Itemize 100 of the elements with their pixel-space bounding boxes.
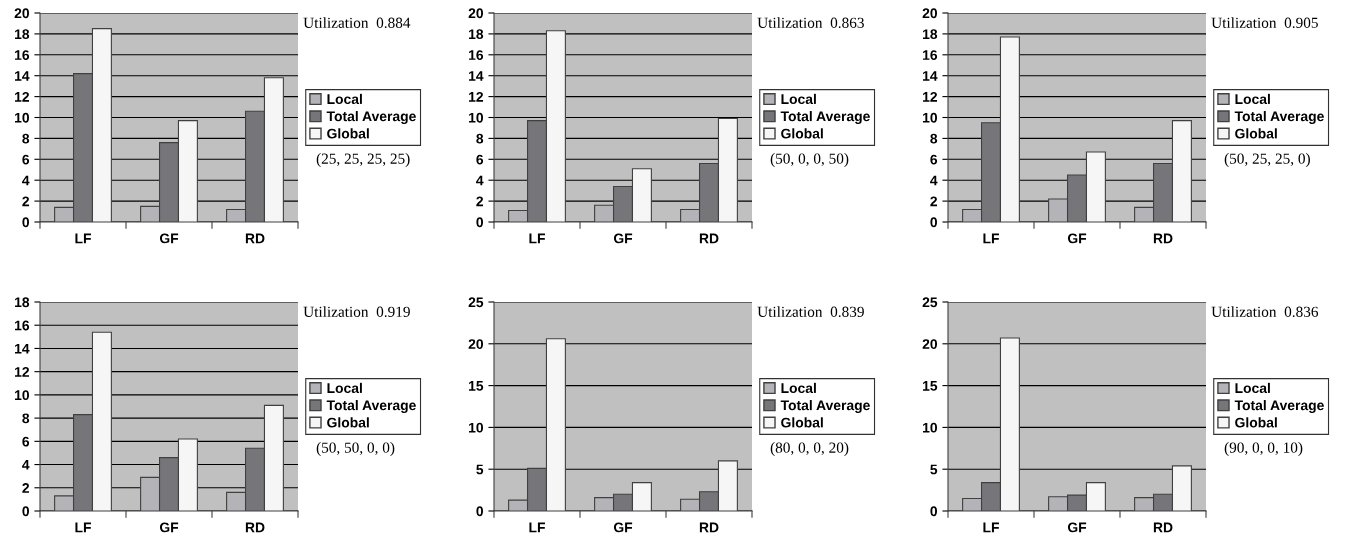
text: Utilization 0.863 — [757, 17, 864, 28]
legend-label: Global — [781, 417, 823, 428]
y-tick-label: 2 — [22, 483, 30, 493]
text: Utilization 0.839 — [757, 306, 864, 317]
y-tick-label: 16 — [469, 50, 484, 60]
text: (50, 50, 0, 0) — [316, 442, 395, 456]
y-tick-label: 6 — [930, 154, 938, 165]
legend-label: Global — [1235, 417, 1277, 428]
y-tick-label: 25 — [922, 297, 938, 308]
x-tick-label: LF — [529, 233, 545, 244]
legend-label: Total Average — [1234, 400, 1324, 414]
y-tick-label: 4 — [22, 175, 30, 186]
y-tick-label: 15 — [923, 381, 938, 391]
legend-label: Total Average — [326, 400, 416, 414]
y-tick-label: 2 — [22, 196, 30, 207]
y-tick-label: 20 — [922, 8, 938, 19]
y-tick-label: 16 — [15, 320, 30, 331]
x-tick-label: GF — [159, 522, 179, 533]
text: Utilization 0.919 — [303, 306, 410, 317]
y-tick-label: 5 — [930, 464, 938, 475]
y-tick-label: 4 — [476, 175, 484, 186]
y-tick-label: 4 — [22, 460, 30, 470]
y-tick-label: 8 — [930, 133, 938, 144]
text: (50, 25, 25, 0) — [1224, 153, 1310, 167]
y-tick-label: 10 — [15, 390, 30, 401]
text: Utilization 0.884 — [303, 17, 411, 28]
x-tick-label: LF — [529, 522, 545, 533]
x-tick-label: RD — [1153, 522, 1173, 533]
y-tick-label: 8 — [476, 133, 484, 144]
legend-label: Local — [781, 93, 816, 105]
y-tick-label: 12 — [469, 91, 484, 102]
legend-label: Local — [327, 382, 362, 394]
y-tick-label: 14 — [15, 343, 30, 354]
legend-label: Global — [327, 128, 369, 139]
legend-label: Total Average — [1234, 111, 1324, 125]
y-tick-label: 18 — [15, 297, 30, 308]
y-tick-label: 10 — [923, 112, 938, 123]
legend-label: Local — [781, 382, 816, 394]
x-tick-label: RD — [699, 233, 719, 244]
y-tick-label: 2 — [476, 196, 484, 207]
y-tick-label: 6 — [476, 154, 484, 165]
legend-label: Global — [327, 417, 369, 428]
y-tick-label: 0 — [22, 506, 30, 517]
x-tick-label: GF — [1067, 522, 1087, 533]
y-tick-label: 10 — [15, 112, 30, 123]
legend-label: Local — [1235, 93, 1270, 105]
legend-label: Global — [781, 128, 823, 139]
y-tick-label: 12 — [15, 367, 30, 377]
y-tick-label: 20 — [14, 8, 30, 19]
y-tick-label: 20 — [468, 8, 484, 19]
x-tick-label: GF — [613, 522, 633, 533]
y-tick-label: 10 — [469, 112, 484, 123]
legend-label: Total Average — [780, 111, 870, 125]
y-tick-label: 25 — [468, 297, 484, 308]
legend-label: Global — [1235, 128, 1277, 139]
y-tick-label: 16 — [15, 50, 30, 60]
x-tick-label: GF — [613, 233, 633, 244]
text: Utilization 0.836 — [1211, 306, 1319, 317]
y-tick-label: 14 — [15, 71, 30, 81]
y-tick-label: 14 — [923, 71, 938, 81]
y-tick-label: 20 — [468, 339, 484, 349]
text: (80, 0, 0, 20) — [770, 442, 849, 456]
legend-label: Total Average — [326, 111, 416, 125]
y-tick-label: 14 — [469, 71, 484, 81]
x-tick-label: LF — [75, 522, 91, 533]
x-tick-label: RD — [245, 522, 265, 533]
y-tick-label: 6 — [22, 436, 30, 447]
y-tick-label: 16 — [923, 50, 938, 60]
text: Utilization 0.905 — [1211, 17, 1318, 28]
y-tick-label: 5 — [476, 464, 484, 475]
y-tick-label: 2 — [930, 196, 938, 207]
y-tick-label: 12 — [923, 91, 938, 102]
x-tick-label: RD — [245, 233, 265, 244]
y-tick-label: 8 — [22, 413, 30, 424]
y-tick-label: 15 — [469, 381, 484, 391]
y-tick-label: 0 — [476, 506, 484, 517]
x-tick-label: LF — [983, 522, 999, 533]
y-tick-label: 12 — [15, 91, 30, 102]
text: (90, 0, 0, 10) — [1224, 442, 1303, 456]
y-tick-label: 0 — [930, 506, 938, 517]
legend-label: Local — [1235, 382, 1270, 394]
y-tick-label: 0 — [476, 217, 484, 228]
text: (50, 0, 0, 50) — [770, 153, 849, 167]
legend-label: Total Average — [780, 400, 870, 414]
y-tick-label: 18 — [923, 29, 938, 40]
text: (25, 25, 25, 25) — [316, 153, 410, 167]
x-tick-label: RD — [1153, 233, 1173, 244]
y-tick-label: 18 — [469, 29, 484, 40]
x-tick-label: LF — [983, 233, 999, 244]
y-tick-label: 18 — [15, 29, 30, 40]
y-tick-label: 8 — [22, 133, 30, 144]
legend-label: Local — [327, 93, 362, 105]
y-tick-label: 0 — [22, 217, 30, 228]
x-tick-label: RD — [699, 522, 719, 533]
y-tick-label: 20 — [922, 339, 938, 349]
y-tick-label: 0 — [930, 217, 938, 228]
x-tick-label: GF — [1067, 233, 1087, 244]
x-tick-label: GF — [159, 233, 179, 244]
y-tick-label: 10 — [923, 422, 938, 433]
x-tick-label: LF — [75, 233, 91, 244]
